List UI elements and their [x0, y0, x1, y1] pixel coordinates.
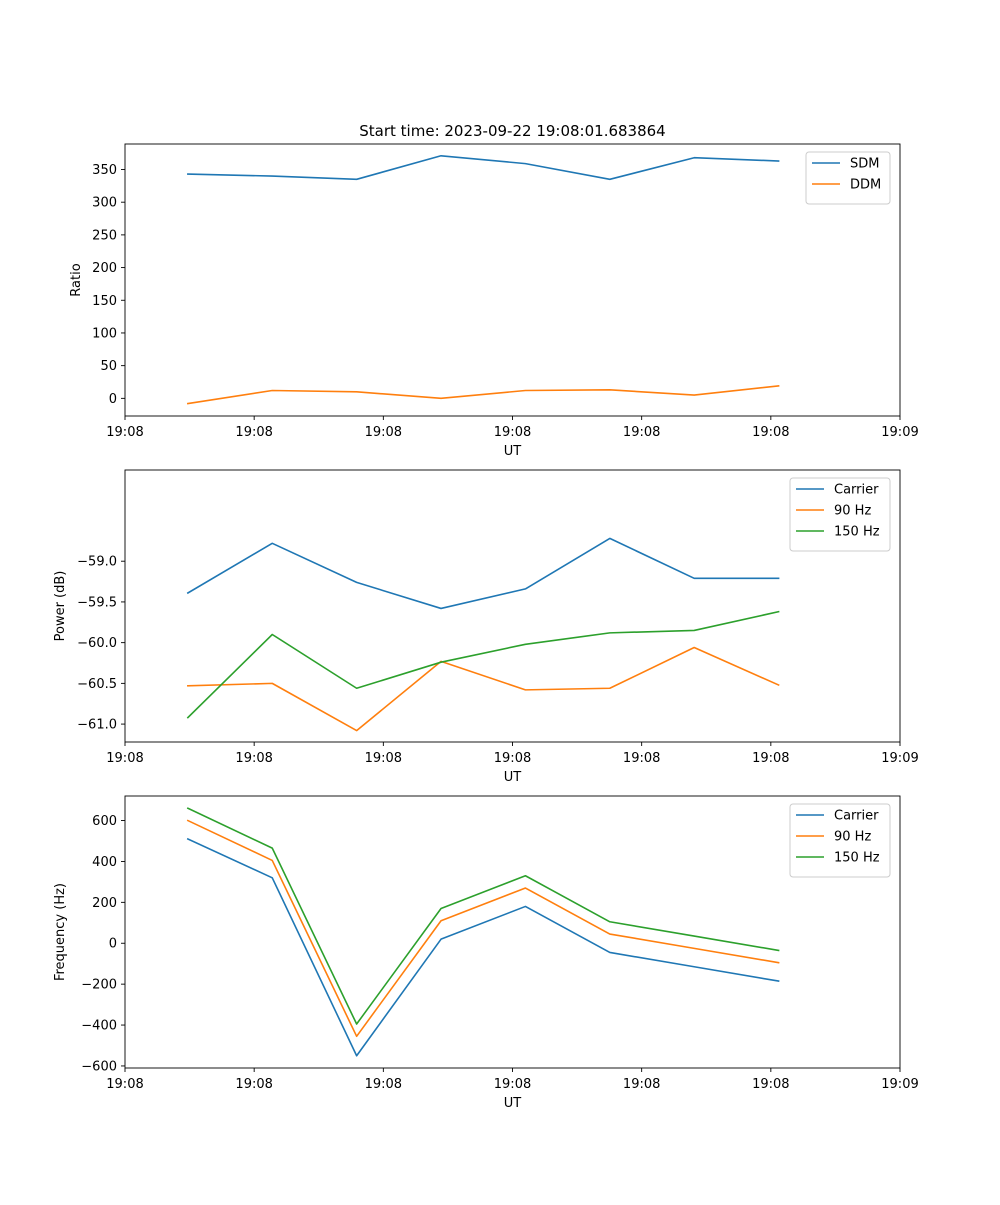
y-tick-label: −60.5 [77, 677, 117, 692]
chart-panel-3: 19:08 19:08 19:08 19:08 19:08 19:08 19:09 −600 −… [53, 795, 919, 1111]
x-tick-label: 19:08 [235, 751, 272, 766]
legend: Carrier 90 Hz 150 Hz [789, 803, 891, 878]
y-tick-label: 300 [92, 196, 117, 211]
series-line-carrier [186, 837, 780, 1057]
legend: SDM DDM [805, 151, 891, 205]
y-tick-label: 50 [100, 359, 117, 374]
legend-label: 150 Hz [834, 851, 880, 866]
x-tick-label: 19:08 [623, 1077, 660, 1092]
series-line-carrier [186, 537, 780, 610]
x-tick-label: 19:08 [106, 425, 143, 440]
x-tick-label: 19:08 [106, 751, 143, 766]
y-tick-label: 150 [92, 294, 117, 309]
x-tick-label: 19:08 [106, 1077, 143, 1092]
axes-frame [124, 469, 901, 743]
y-tick-label: 400 [92, 855, 117, 870]
y-axis-label: Power (dB) [53, 571, 68, 642]
axes-frame [124, 795, 901, 1069]
y-tick-label: 200 [92, 261, 117, 276]
y-axis-label: Frequency (Hz) [53, 883, 68, 981]
x-tick-label: 19:08 [365, 751, 402, 766]
x-tick-label: 19:08 [752, 425, 789, 440]
series-line-150-hz [186, 610, 780, 719]
y-tick-label: 0 [109, 392, 117, 407]
y-tick-label: −59.5 [77, 595, 117, 610]
legend-label: DDM [850, 178, 881, 193]
x-tick-label: 19:09 [881, 751, 918, 766]
y-tick-label: −600 [81, 1059, 117, 1074]
x-tick-label: 19:08 [752, 751, 789, 766]
x-tick-label: 19:08 [235, 425, 272, 440]
series-lines [186, 807, 780, 1057]
axes-frame [124, 143, 901, 417]
x-axis-label: UT [504, 770, 522, 785]
x-tick-label: 19:08 [752, 1077, 789, 1092]
series-line-150-hz [186, 807, 780, 1025]
x-tick-label: 19:08 [494, 751, 531, 766]
series-lines [186, 154, 780, 405]
chart-title: Start time: 2023-09-22 19:08:01.683864 [359, 122, 665, 140]
x-tick-label: 19:08 [623, 425, 660, 440]
x-tick-label: 19:08 [623, 751, 660, 766]
y-tick-label: −60.0 [77, 636, 117, 651]
series-line-90-hz [187, 646, 780, 732]
y-tick-label: 250 [92, 228, 117, 243]
series-line-sdm [187, 154, 780, 181]
legend-label: 90 Hz [834, 830, 871, 845]
y-tick-label: −200 [81, 978, 117, 993]
x-axis-label: UT [504, 1096, 522, 1111]
legend-box [805, 151, 891, 205]
series-line-ddm [186, 385, 780, 405]
x-tick-label: 19:08 [494, 1077, 531, 1092]
y-tick-label: 350 [92, 163, 117, 178]
legend-label: Carrier [834, 483, 879, 498]
x-axis-label: UT [504, 444, 522, 459]
y-tick-label: −61.0 [77, 718, 117, 733]
legend-label: 150 Hz [834, 525, 880, 540]
y-tick-label: −59.0 [77, 555, 117, 570]
x-tick-label: 19:08 [235, 1077, 272, 1092]
y-tick-label: 100 [92, 326, 117, 341]
legend-label: 90 Hz [834, 504, 871, 519]
x-tick-label: 19:08 [365, 1077, 402, 1092]
y-axis-label: Ratio [69, 263, 84, 296]
series-lines [186, 537, 780, 732]
y-tick-label: 200 [92, 896, 117, 911]
series-line-90-hz [186, 819, 780, 1038]
legend: Carrier 90 Hz 150 Hz [789, 477, 891, 552]
y-tick-label: 600 [92, 814, 117, 829]
x-tick-label: 19:08 [494, 425, 531, 440]
legend-box [789, 803, 891, 878]
x-tick-label: 19:08 [365, 425, 402, 440]
x-tick-label: 19:09 [881, 425, 918, 440]
chart-panel-2: 19:08 19:08 19:08 19:08 19:08 19:08 19:09 −61.0… [53, 469, 919, 785]
legend-box [789, 477, 891, 552]
x-tick-label: 19:09 [881, 1077, 918, 1092]
y-tick-label: −400 [81, 1019, 117, 1034]
legend-label: SDM [850, 157, 879, 172]
chart-panel-1: Start time: 2023-09-22 19:08:01.683864 19… [69, 122, 919, 459]
legend-label: Carrier [834, 809, 879, 824]
y-tick-label: 0 [109, 937, 117, 952]
